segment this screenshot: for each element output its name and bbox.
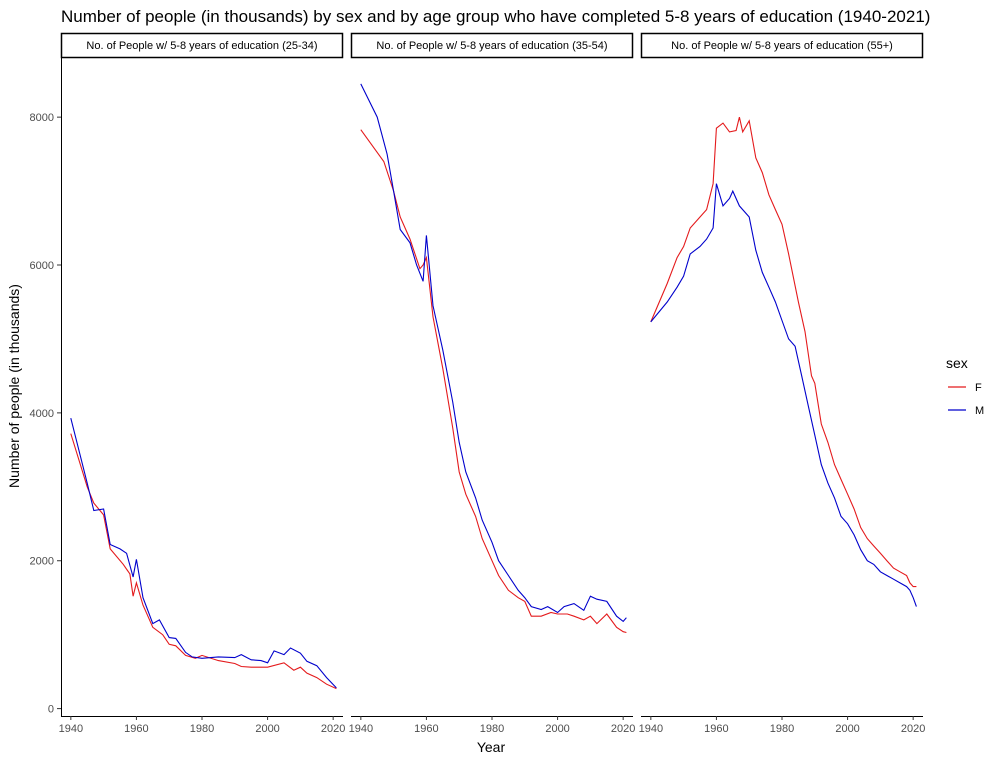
x-tick-label: 1960 <box>124 723 148 735</box>
series-line-f <box>360 129 627 634</box>
y-tick-label: 0 <box>48 704 54 716</box>
series-line-m <box>650 183 917 607</box>
legend-title: sex <box>946 355 968 371</box>
facet-strip-label: No. of People w/ 5-8 years of education … <box>671 40 893 52</box>
x-tick-label: 1940 <box>639 723 663 735</box>
chart-title: Number of people (in thousands) by sex a… <box>61 7 930 26</box>
facet-strip <box>60 32 344 59</box>
x-tick-label: 2000 <box>545 723 569 735</box>
facet-strip-label: No. of People w/ 5-8 years of education … <box>86 40 317 52</box>
series-line-f <box>70 433 337 690</box>
x-tick-label: 2000 <box>835 723 859 735</box>
panel-3: No. of People w/ 5-8 years of education … <box>639 32 925 735</box>
x-tick-label: 2020 <box>901 723 925 735</box>
y-axis-label: Number of people (in thousands) <box>6 284 22 488</box>
facet-strip-label: No. of People w/ 5-8 years of education … <box>376 40 607 52</box>
facet-strip <box>640 32 924 59</box>
facet-strip <box>350 32 634 59</box>
y-tick-label: 8000 <box>30 112 54 124</box>
x-tick-label: 1940 <box>59 723 83 735</box>
legend-label-m: M <box>975 405 984 417</box>
x-tick-label: 1940 <box>349 723 373 735</box>
x-tick-label: 1980 <box>770 723 794 735</box>
legend: sex FM <box>946 355 984 417</box>
x-tick-label: 1980 <box>190 723 214 735</box>
x-tick-label: 1980 <box>480 723 504 735</box>
x-tick-label: 1960 <box>414 723 438 735</box>
series-line-m <box>360 83 627 623</box>
x-tick-label: 2000 <box>255 723 279 735</box>
series-line-f <box>650 116 917 588</box>
x-axis-label: Year <box>477 739 506 755</box>
panel-2: No. of People w/ 5-8 years of education … <box>349 32 635 735</box>
panel-1: No. of People w/ 5-8 years of education … <box>30 32 345 735</box>
x-tick-label: 2020 <box>611 723 635 735</box>
legend-label-f: F <box>975 382 982 394</box>
y-tick-label: 2000 <box>30 556 54 568</box>
x-tick-label: 2020 <box>321 723 345 735</box>
y-tick-label: 4000 <box>30 408 54 420</box>
series-line-m <box>70 417 337 689</box>
y-tick-label: 6000 <box>30 260 54 272</box>
x-tick-label: 1960 <box>704 723 728 735</box>
